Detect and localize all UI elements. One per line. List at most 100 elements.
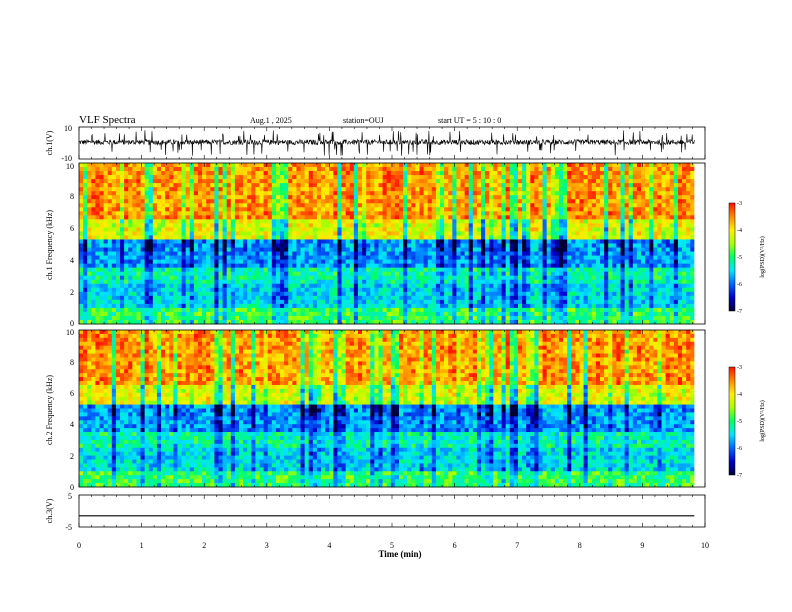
spectrogram-cell bbox=[563, 203, 568, 208]
spectrogram-cell bbox=[501, 183, 507, 188]
spectrogram-cell bbox=[238, 211, 244, 216]
spectrogram-cell bbox=[124, 179, 129, 184]
spectrogram-cell bbox=[534, 183, 539, 188]
spectrogram-cell bbox=[505, 287, 511, 293]
spectrogram-cell bbox=[115, 183, 121, 188]
spectrogram-cell bbox=[95, 247, 100, 252]
spectrogram-cell bbox=[628, 243, 634, 248]
spectrogram-cell bbox=[103, 187, 109, 192]
spectrogram-cell bbox=[111, 179, 117, 184]
spectrogram-cell bbox=[620, 283, 626, 289]
spectrogram-cell bbox=[591, 195, 597, 200]
spectrogram-cell bbox=[636, 263, 642, 269]
spectrogram-cell bbox=[136, 187, 141, 192]
spectrogram-cell bbox=[370, 263, 375, 269]
spectrogram-cell bbox=[357, 255, 363, 260]
spectrogram-cell bbox=[530, 279, 535, 285]
spectrogram-cell bbox=[628, 179, 634, 184]
spectrogram-cell bbox=[476, 263, 482, 269]
spectrogram-cell bbox=[370, 271, 375, 277]
spectrogram-cell bbox=[386, 219, 392, 224]
spectrogram-cell bbox=[148, 255, 154, 260]
spectrogram-cell bbox=[120, 163, 125, 168]
spectrogram-cell bbox=[370, 251, 375, 256]
spectrogram-cell bbox=[111, 243, 117, 248]
spectrogram-cell bbox=[284, 215, 289, 220]
spectrogram-cell bbox=[124, 271, 129, 277]
spectrogram-cell bbox=[374, 275, 379, 281]
spectrogram-cell bbox=[608, 235, 613, 240]
spectrogram-cell bbox=[407, 171, 412, 176]
spectrogram-cell bbox=[193, 227, 199, 232]
spectrogram-cell bbox=[255, 243, 260, 248]
spectrogram-cell bbox=[550, 239, 556, 244]
spectrogram-cell bbox=[534, 167, 539, 172]
spectrogram-cell bbox=[202, 223, 207, 228]
spectrogram-cell bbox=[230, 283, 236, 289]
spectrogram-cell bbox=[329, 179, 334, 184]
spectrogram-cell bbox=[460, 283, 466, 289]
spectrogram-cell bbox=[349, 187, 355, 192]
spectrogram-cell bbox=[636, 247, 642, 252]
spectrogram-cell bbox=[649, 187, 654, 192]
spectrogram-cell bbox=[485, 203, 490, 208]
spectrogram-cell bbox=[374, 215, 379, 220]
spectrogram-cell bbox=[263, 275, 269, 281]
spectrogram-cell bbox=[300, 231, 306, 236]
spectrogram-cell bbox=[128, 171, 133, 176]
spectrogram-cell bbox=[288, 263, 293, 269]
spectrogram-cell bbox=[686, 239, 691, 244]
spectrogram-cell bbox=[595, 235, 601, 240]
spectrogram-cell bbox=[386, 291, 392, 297]
spectrogram-cell bbox=[181, 191, 187, 196]
spectrogram-cell bbox=[546, 191, 552, 196]
spectrogram-cell bbox=[79, 255, 84, 260]
spectrogram-cell bbox=[316, 287, 322, 293]
spectrogram-cell bbox=[485, 227, 490, 232]
spectrogram-cell bbox=[575, 227, 580, 232]
spectrogram-cell bbox=[316, 183, 322, 188]
spectrogram-cell bbox=[87, 291, 92, 297]
spectrogram-cell bbox=[501, 259, 507, 265]
spectrogram-cell bbox=[259, 279, 265, 285]
spectrogram-cell bbox=[251, 195, 256, 200]
spectrogram-cell bbox=[546, 211, 552, 216]
spectrogram-cell bbox=[526, 271, 531, 277]
spectrogram-cell bbox=[435, 267, 441, 273]
spectrogram-cell bbox=[226, 219, 232, 224]
spectrogram-cell bbox=[538, 175, 543, 180]
spectrogram-cell bbox=[234, 227, 240, 232]
spectrogram-cell bbox=[251, 203, 256, 208]
spectrogram-cell bbox=[300, 179, 306, 184]
spectrogram-cell bbox=[280, 263, 285, 269]
spectrogram-cell bbox=[333, 235, 338, 240]
spectrogram-cell bbox=[398, 207, 404, 212]
spectrogram-cell bbox=[542, 191, 548, 196]
spectrogram-cell bbox=[136, 255, 141, 260]
spectrogram-cell bbox=[263, 259, 269, 265]
spectrogram-cell bbox=[665, 271, 671, 277]
spectrogram-cell bbox=[382, 283, 388, 289]
spectrogram-cell bbox=[493, 231, 498, 236]
spectrogram-cell bbox=[677, 239, 683, 244]
spectrogram-cell bbox=[189, 207, 195, 212]
spectrogram-cell bbox=[288, 275, 293, 281]
spectrogram-cell bbox=[247, 275, 252, 281]
spectrogram-cell bbox=[185, 267, 191, 273]
spectrogram-cell bbox=[563, 187, 568, 192]
spectrogram-cell bbox=[325, 215, 330, 220]
spectrogram-cell bbox=[386, 179, 392, 184]
spectrogram-cell bbox=[255, 271, 260, 277]
spectrogram-cell bbox=[563, 263, 568, 269]
spectrogram-cell bbox=[407, 251, 412, 256]
spectrogram-cell bbox=[628, 271, 634, 277]
spectrogram-cell bbox=[608, 219, 613, 224]
spectrogram-cell bbox=[337, 167, 342, 172]
spectrogram-cell bbox=[641, 287, 646, 293]
spectrogram-cell bbox=[349, 171, 355, 176]
spectrogram-cell bbox=[444, 279, 449, 285]
spectrogram-cell bbox=[280, 231, 285, 236]
spectrogram-cell bbox=[152, 275, 158, 281]
spectrogram-cell bbox=[202, 255, 207, 260]
spectrogram-cell bbox=[87, 175, 92, 180]
